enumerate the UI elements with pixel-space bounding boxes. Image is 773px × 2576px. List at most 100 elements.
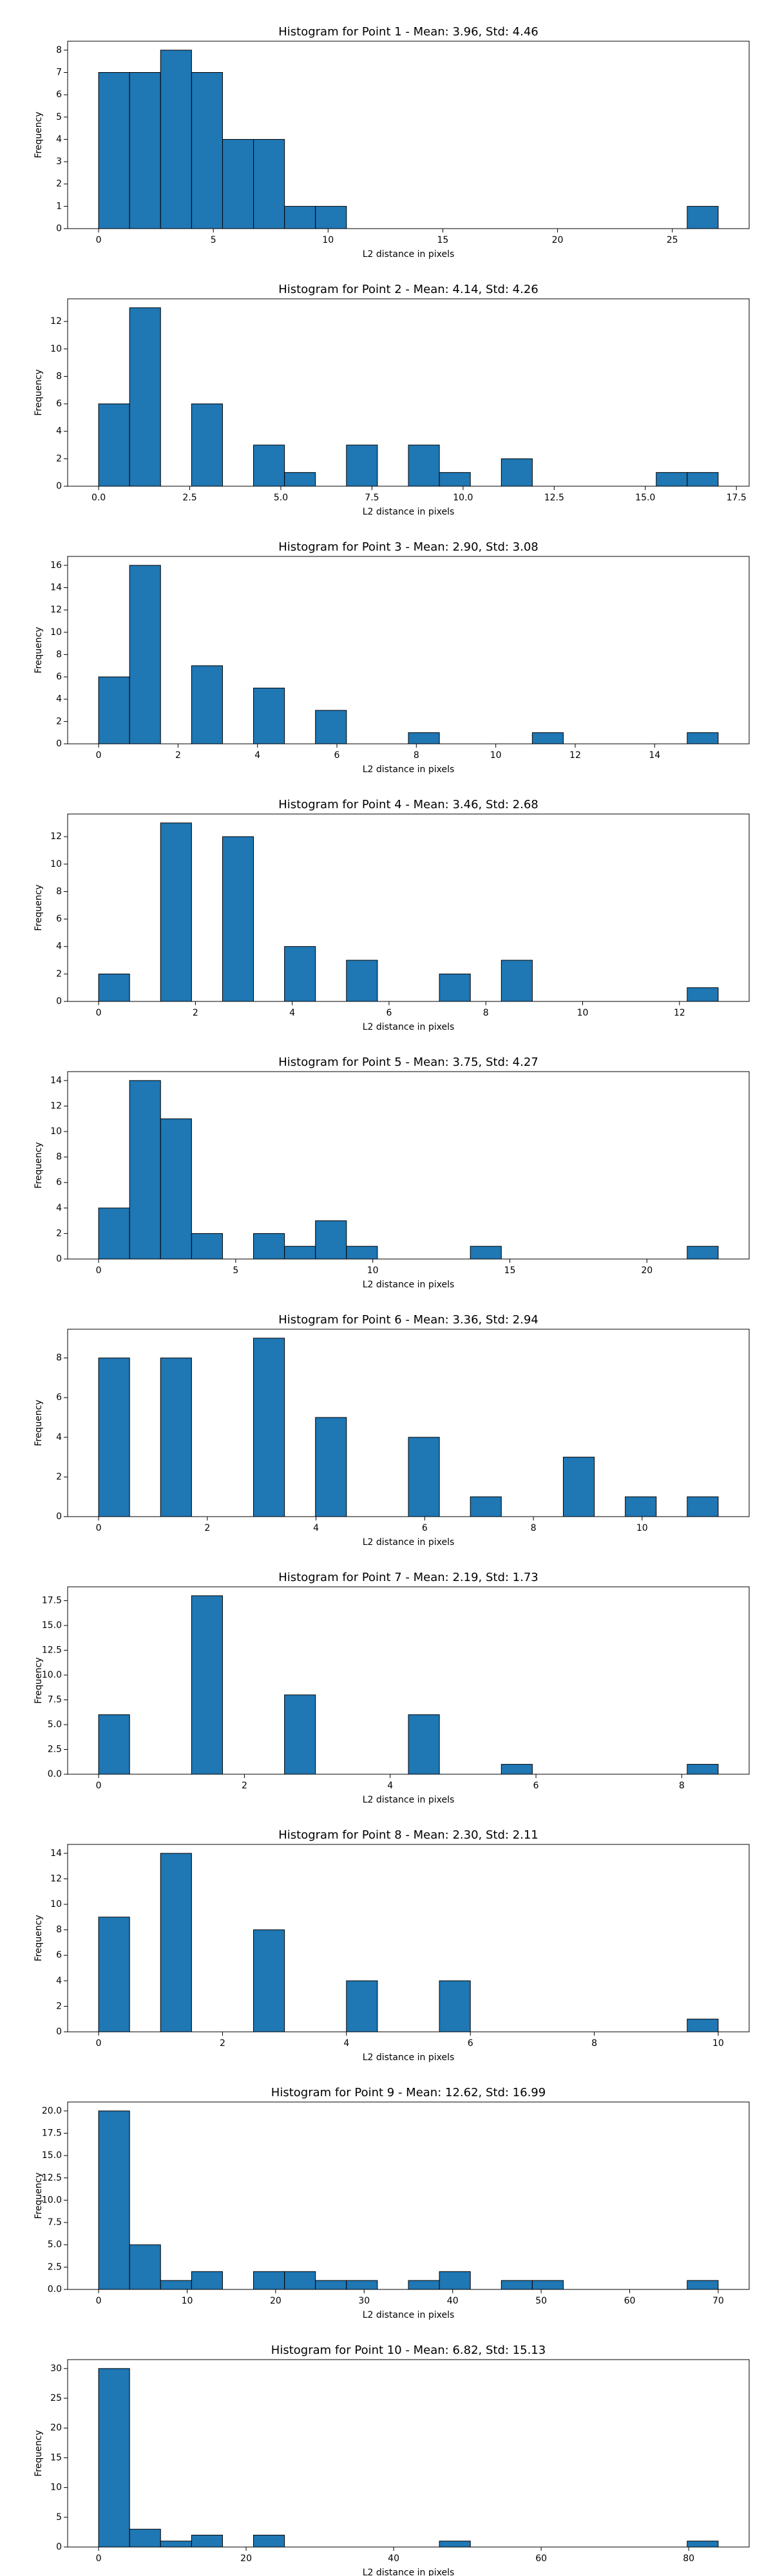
bar	[253, 444, 285, 487]
y-tick-label: 10	[50, 2483, 62, 2493]
x-tick-label: 5	[211, 235, 216, 245]
x-axis-label: L2 distance in pixels	[363, 1795, 455, 1805]
bar	[253, 1233, 285, 1260]
x-tick-label: 2	[242, 1781, 247, 1791]
chart-title: Histogram for Point 8 - Mean: 2.30, Std:…	[278, 1828, 539, 1842]
x-tick-label: 17.5	[727, 493, 747, 503]
y-tick-label: 6	[56, 399, 62, 409]
y-tick-label: 16	[50, 560, 62, 571]
axes-frame	[67, 2359, 750, 2548]
bar	[687, 2541, 719, 2548]
bar	[439, 973, 471, 1002]
bar	[315, 2280, 347, 2290]
y-tick-label: 6	[56, 1950, 62, 1960]
y-tick-label: 14	[50, 583, 62, 593]
x-tick-label: 5.0	[274, 493, 288, 503]
bar	[160, 50, 192, 229]
x-tick-label: 4	[313, 1523, 319, 1533]
x-tick-label: 0	[96, 750, 102, 761]
y-tick-label: 4	[56, 942, 62, 952]
y-tick-label: 20.0	[42, 2106, 62, 2116]
y-tick-label: 5.0	[48, 1719, 62, 1730]
bar	[501, 960, 533, 1002]
bar	[160, 1853, 192, 2032]
y-tick-label: 15.0	[42, 1620, 62, 1631]
x-axis-label: L2 distance in pixels	[363, 249, 455, 260]
bar	[408, 1437, 440, 1517]
x-tick-label: 4	[343, 2038, 349, 2049]
x-tick-label: 80	[683, 2553, 694, 2564]
bar	[408, 444, 440, 487]
bar	[501, 2280, 533, 2290]
y-axis-label: Frequency	[33, 1915, 44, 1961]
bar	[687, 987, 719, 1002]
x-tick-label: 6	[422, 1523, 428, 1533]
y-tick-label: 6	[56, 1177, 62, 1188]
bar	[98, 676, 130, 744]
bar	[687, 2018, 719, 2032]
y-tick-label: 0	[56, 223, 62, 234]
bar	[346, 1245, 378, 1260]
x-tick-label: 2	[175, 750, 181, 761]
bar	[408, 732, 440, 744]
y-tick-label: 4	[56, 426, 62, 437]
bar	[253, 1338, 285, 1517]
x-tick-label: 10.0	[453, 493, 473, 503]
y-tick-label: 7.5	[48, 2217, 62, 2228]
x-tick-label: 8	[483, 1008, 489, 1018]
bar	[191, 665, 223, 744]
y-tick-label: 0	[56, 2027, 62, 2037]
y-tick-label: 8	[56, 1152, 62, 1162]
y-tick-label: 5	[56, 112, 62, 122]
x-tick-label: 10	[636, 1523, 648, 1533]
y-axis-label: Frequency	[33, 884, 44, 931]
y-axis-label: Frequency	[33, 627, 44, 673]
bar	[687, 205, 719, 229]
bar	[191, 2535, 223, 2548]
x-tick-label: 0.0	[91, 493, 106, 503]
y-tick-label: 4	[56, 1432, 62, 1443]
x-tick-label: 10	[712, 2038, 724, 2049]
bar	[315, 710, 347, 744]
bar	[191, 403, 223, 487]
y-tick-label: 30	[50, 2363, 62, 2374]
y-tick-label: 8	[56, 649, 62, 659]
x-tick-label: 15	[437, 235, 449, 245]
y-tick-label: 2	[56, 1228, 62, 1238]
bar	[160, 822, 192, 1002]
axes-frame	[67, 2101, 750, 2290]
chart-title: Histogram for Point 5 - Mean: 3.75, Std:…	[278, 1056, 539, 1069]
y-tick-label: 10	[50, 1126, 62, 1137]
x-tick-label: 20	[552, 235, 564, 245]
y-tick-label: 0	[56, 481, 62, 491]
y-tick-label: 6	[56, 90, 62, 100]
y-tick-label: 8	[56, 371, 62, 381]
x-tick-label: 0	[96, 2553, 102, 2564]
x-axis-label: L2 distance in pixels	[363, 2568, 455, 2576]
axes-frame	[67, 813, 750, 1002]
y-tick-label: 15	[50, 2452, 62, 2463]
bar	[315, 1220, 347, 1260]
y-tick-label: 3	[56, 156, 62, 167]
y-tick-label: 2.5	[48, 2262, 62, 2272]
y-tick-label: 2	[56, 2001, 62, 2011]
y-tick-label: 17.5	[42, 2128, 62, 2139]
bar	[222, 138, 254, 229]
y-tick-label: 6	[56, 1392, 62, 1403]
bar	[129, 72, 161, 229]
x-tick-label: 0	[96, 1008, 102, 1018]
x-tick-label: 0	[96, 1265, 102, 1276]
x-tick-label: 10	[577, 1008, 589, 1018]
bar	[501, 458, 533, 487]
bar	[408, 1714, 440, 1775]
x-tick-label: 60	[624, 2296, 636, 2306]
bar	[160, 1118, 192, 1260]
y-tick-label: 12	[50, 1873, 62, 1884]
x-tick-label: 25	[667, 235, 678, 245]
x-tick-label: 10	[367, 1265, 379, 1276]
x-tick-label: 6	[386, 1008, 392, 1018]
bar	[98, 403, 130, 487]
y-tick-label: 2	[56, 453, 62, 464]
bar	[253, 2535, 285, 2548]
bar	[98, 1208, 130, 1260]
